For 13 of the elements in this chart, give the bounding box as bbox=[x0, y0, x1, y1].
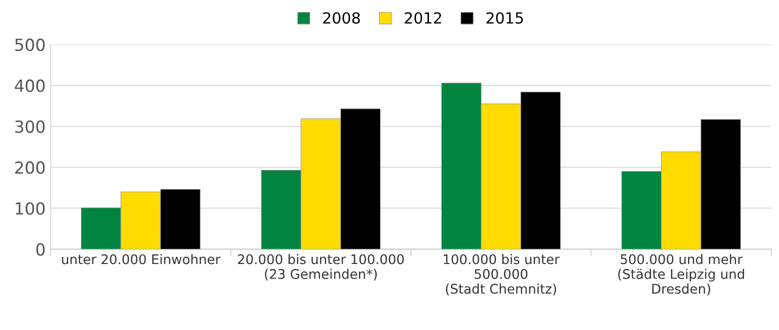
y-tick-label: 0 bbox=[36, 243, 45, 256]
x-tick-label: 500.000 und mehr (Städte Leipzig und Dresden) bbox=[618, 254, 744, 296]
legend-label: 2015 bbox=[486, 12, 523, 24]
x-tick-label: 100.000 bis unter 500.000 (Stadt Chemnitz) bbox=[444, 254, 560, 296]
y-tick-label: 300 bbox=[15, 120, 45, 133]
y-tick-label: 500 bbox=[15, 38, 45, 52]
x-tick-label: 20.000 bis unter 100.000 (23 Gemeinden*) bbox=[238, 254, 404, 281]
y-tick-label: 400 bbox=[14, 79, 45, 92]
legend-label: 2008 bbox=[323, 12, 360, 24]
x-tick-label: unter 20.000 Einwohner bbox=[62, 254, 220, 264]
y-tick-label: 100 bbox=[16, 202, 45, 215]
y-tick-label: 200 bbox=[15, 161, 45, 174]
legend-label: 2012 bbox=[404, 12, 442, 24]
